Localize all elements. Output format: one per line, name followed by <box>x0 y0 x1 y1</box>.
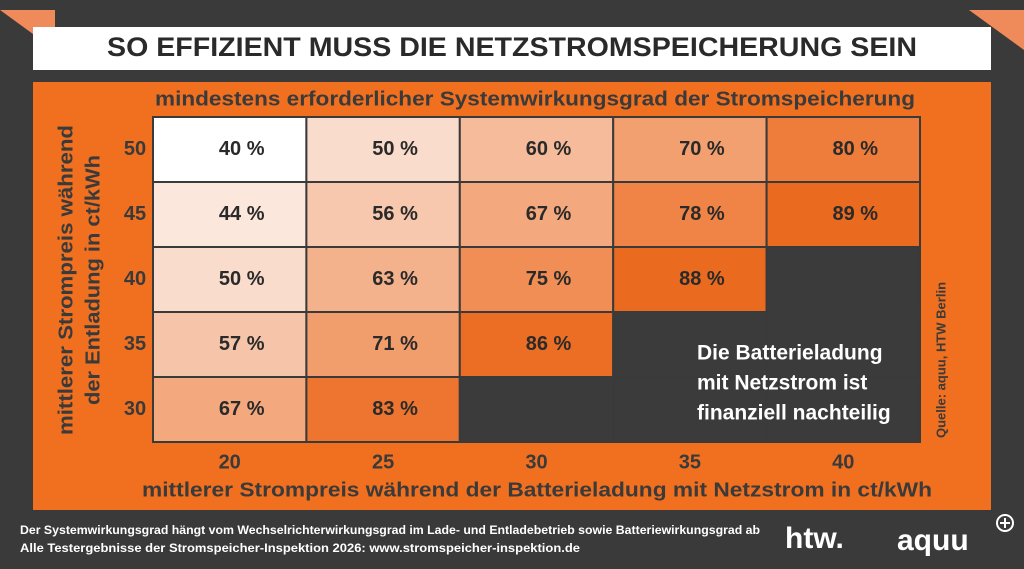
logo-plus <box>1000 518 1010 528</box>
cell <box>765 376 921 443</box>
x-axis-label: mittlerer Strompreis während der Batteri… <box>142 479 932 501</box>
cell-value: 80 % <box>833 138 879 160</box>
logo-plus-ring <box>996 514 1014 532</box>
title: SO EFFIZIENT MUSS DIE NETZSTROMSPEICHERU… <box>107 32 917 62</box>
footer-line: Alle Testergebnisse der Stromspeicher-In… <box>20 541 580 555</box>
column-label: 20 <box>219 451 241 473</box>
cell-value: 50 % <box>219 268 265 290</box>
footer-line: Der Systemwirkungsgrad hängt vom Wechsel… <box>20 523 760 537</box>
cell <box>305 376 461 443</box>
cell-value: 88 % <box>679 268 725 290</box>
cell-value: 75 % <box>526 268 572 290</box>
cell <box>458 116 615 183</box>
cell-value: 60 % <box>526 138 572 160</box>
cell-value: 67 % <box>219 398 265 420</box>
y-axis-label: der Entladung in ct/kWh <box>82 155 104 405</box>
cell <box>612 246 768 313</box>
cell <box>612 181 768 248</box>
cell-value: 57 % <box>219 333 265 355</box>
cell <box>152 246 308 313</box>
logo: aquu <box>897 524 969 557</box>
cell <box>765 181 921 248</box>
cell <box>152 311 308 378</box>
cell <box>765 246 921 313</box>
column-label: 35 <box>679 451 701 473</box>
cell <box>765 311 921 378</box>
cell-value: 63 % <box>372 268 418 290</box>
logo: htw. <box>785 522 844 555</box>
source: Quelle: aquu, HTW Berlin <box>933 282 948 438</box>
row-label: 45 <box>124 203 146 225</box>
note: mit Netzstrom ist <box>697 372 867 395</box>
cell <box>458 246 615 313</box>
cell-value: 56 % <box>372 203 418 225</box>
column-label: 25 <box>372 451 394 473</box>
row-label: 50 <box>124 138 146 160</box>
y-axis-label: mittlerer Strompreis während <box>55 125 77 435</box>
cell <box>305 246 461 313</box>
cell <box>612 311 768 378</box>
cell-value: 70 % <box>679 138 725 160</box>
cell-value: 89 % <box>833 203 879 225</box>
cell <box>152 376 308 443</box>
cell <box>152 116 308 183</box>
column-header: mindestens erforderlicher Systemwirkungs… <box>155 88 915 110</box>
cell <box>612 116 768 183</box>
note: Die Batterieladung <box>697 342 883 365</box>
title-band <box>33 27 991 70</box>
corner-right <box>969 10 1024 50</box>
cell-value: 40 % <box>219 138 265 160</box>
row-label: 40 <box>124 268 146 290</box>
column-label: 40 <box>832 451 854 473</box>
cell <box>458 311 615 378</box>
cell-value: 44 % <box>219 203 265 225</box>
column-label: 30 <box>525 451 547 473</box>
cell <box>458 181 615 248</box>
row-label: 35 <box>124 333 146 355</box>
cell-value: 78 % <box>679 203 725 225</box>
cell-value: 71 % <box>372 333 418 355</box>
row-label: 30 <box>124 398 146 420</box>
cell-value: 67 % <box>526 203 572 225</box>
cell-value: 86 % <box>526 333 572 355</box>
note: finanziell nachteilig <box>697 402 891 425</box>
cell-value: 50 % <box>372 138 418 160</box>
cell-value: 83 % <box>372 398 418 420</box>
cell <box>458 376 615 443</box>
